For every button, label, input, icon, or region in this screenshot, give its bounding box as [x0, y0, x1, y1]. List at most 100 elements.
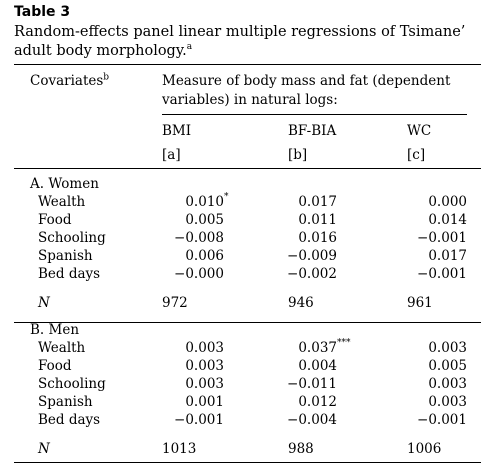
value-cell: 0.006 — [104, 247, 224, 265]
value-text: 0.016 — [298, 230, 337, 246]
value-text: 0.001 — [185, 394, 224, 410]
value-text: 0.003 — [185, 358, 224, 374]
value-text: 0.005 — [185, 212, 224, 228]
row-label: Schooling — [38, 230, 106, 246]
value-cell: −0.009 — [217, 247, 337, 265]
table-title: Random-effects panel linear multiple reg… — [14, 23, 482, 61]
value-cell: 0.014 — [347, 211, 467, 229]
top-rule — [14, 64, 481, 65]
value-text: −0.008 — [174, 230, 224, 246]
n-label: N — [38, 295, 50, 311]
column-header-bf-bia: BF-BIA — [288, 123, 337, 139]
value-text: −0.000 — [174, 266, 224, 282]
table-caption: Table 3 Random-effects panel linear mult… — [14, 3, 482, 61]
value-text: −0.001 — [417, 412, 467, 428]
value-cell: 0.016 — [217, 229, 337, 247]
value-text: 0.003 — [428, 394, 467, 410]
row-label: Food — [38, 358, 72, 374]
bottom-rule — [14, 462, 481, 463]
value-text: 0.014 — [428, 212, 467, 228]
value-text: −0.001 — [417, 266, 467, 282]
value-text: 0.010 — [185, 194, 224, 210]
n-value: 946 — [288, 295, 314, 311]
row-label: Spanish — [38, 394, 93, 410]
value-text: −0.001 — [174, 412, 224, 428]
row-label: Wealth — [38, 194, 86, 210]
covariates-header: Covariatesb — [30, 72, 109, 90]
value-text: 0.017 — [428, 248, 467, 264]
value-cell: 0.004 — [217, 357, 337, 375]
value-cell: 0.012 — [217, 393, 337, 411]
value-text: −0.011 — [287, 376, 337, 392]
value-cell: −0.004 — [217, 411, 337, 429]
value-cell: −0.008 — [104, 229, 224, 247]
value-cell: 0.005 — [347, 357, 467, 375]
value-text: 0.003 — [428, 340, 467, 356]
value-text: −0.009 — [287, 248, 337, 264]
value-cell: 0.010 * — [185, 192, 229, 211]
group-separator-rule — [14, 322, 481, 323]
value-text: 0.003 — [428, 376, 467, 392]
n-value: 961 — [407, 295, 433, 311]
n-value: 972 — [162, 295, 188, 311]
value-cell: −0.001 — [347, 265, 467, 283]
group-title: B. Men — [30, 322, 80, 338]
value-cell: 0.037 *** — [298, 338, 351, 357]
value-text: 0.012 — [298, 394, 337, 410]
value-text: 0.004 — [298, 358, 337, 374]
n-label: N — [38, 441, 50, 457]
value-text: −0.001 — [417, 230, 467, 246]
value-text: 0.005 — [428, 358, 467, 374]
column-header-wc: WC — [407, 123, 432, 139]
value-text: 0.003 — [185, 376, 224, 392]
value-cell: 0.017 — [347, 247, 467, 265]
value-cell: −0.000 — [104, 265, 224, 283]
value-text: 0.017 — [298, 194, 337, 210]
covariates-header-text: Covariates — [30, 73, 104, 89]
header-mid-rule — [162, 114, 467, 115]
value-cell: 0.003 — [104, 375, 224, 393]
value-cell: 0.003 — [347, 393, 467, 411]
table-label: Table 3 — [14, 4, 71, 20]
table-title-text: Random-effects panel linear multiple reg… — [14, 24, 466, 59]
row-label: Schooling — [38, 376, 106, 392]
value-cell: −0.011 — [217, 375, 337, 393]
row-label: Wealth — [38, 340, 86, 356]
value-text: 0.003 — [185, 340, 224, 356]
measure-header: Measure of body mass and fat (dependent … — [162, 73, 451, 108]
table-title-footnote-mark: a — [186, 42, 193, 53]
n-value: 1006 — [407, 441, 442, 457]
value-cell: 0.011 — [217, 211, 337, 229]
header-bottom-rule — [14, 168, 481, 169]
value-cell: −0.002 — [217, 265, 337, 283]
value-cell: 0.003 — [104, 357, 224, 375]
value-cell: 0.000 — [347, 193, 467, 211]
value-cell: 0.003 — [104, 339, 224, 357]
column-header-bmi: BMI — [162, 123, 192, 139]
row-label: Bed days — [38, 412, 101, 428]
row-label: Food — [38, 212, 72, 228]
value-text: −0.002 — [287, 266, 337, 282]
value-cell: −0.001 — [347, 229, 467, 247]
value-cell: 0.005 — [104, 211, 224, 229]
row-label: Bed days — [38, 266, 101, 282]
n-value: 1013 — [162, 441, 197, 457]
column-code-b: [b] — [288, 147, 308, 163]
value-text: 0.006 — [185, 248, 224, 264]
column-code-c: [c] — [407, 147, 426, 163]
value-text: 0.037 — [298, 340, 337, 356]
value-cell: −0.001 — [104, 411, 224, 429]
value-cell: 0.003 — [347, 339, 467, 357]
n-value: 988 — [288, 441, 314, 457]
row-label: Spanish — [38, 248, 93, 264]
value-text: 0.011 — [298, 212, 337, 228]
value-cell: 0.001 — [104, 393, 224, 411]
value-text: −0.004 — [287, 412, 337, 428]
group-title: A. Women — [30, 176, 99, 192]
value-cell: −0.001 — [347, 411, 467, 429]
value-cell: 0.003 — [347, 375, 467, 393]
value-text: 0.000 — [428, 194, 467, 210]
value-cell: 0.017 — [217, 193, 337, 211]
column-code-a: [a] — [162, 147, 181, 163]
